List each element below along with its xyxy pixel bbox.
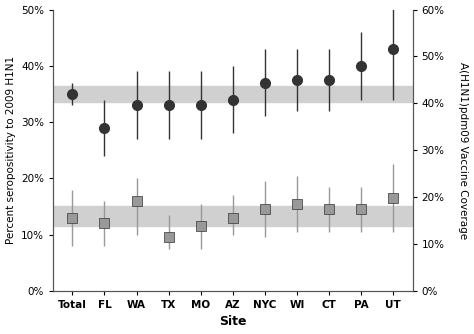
Y-axis label: A(H1N1)pdm09 Vaccine Coverage: A(H1N1)pdm09 Vaccine Coverage — [458, 62, 468, 239]
X-axis label: Site: Site — [219, 315, 246, 328]
Y-axis label: Percent seropositivity to 2009 H1N1: Percent seropositivity to 2009 H1N1 — [6, 56, 16, 244]
Bar — [53, 86, 412, 103]
Bar — [53, 206, 412, 226]
